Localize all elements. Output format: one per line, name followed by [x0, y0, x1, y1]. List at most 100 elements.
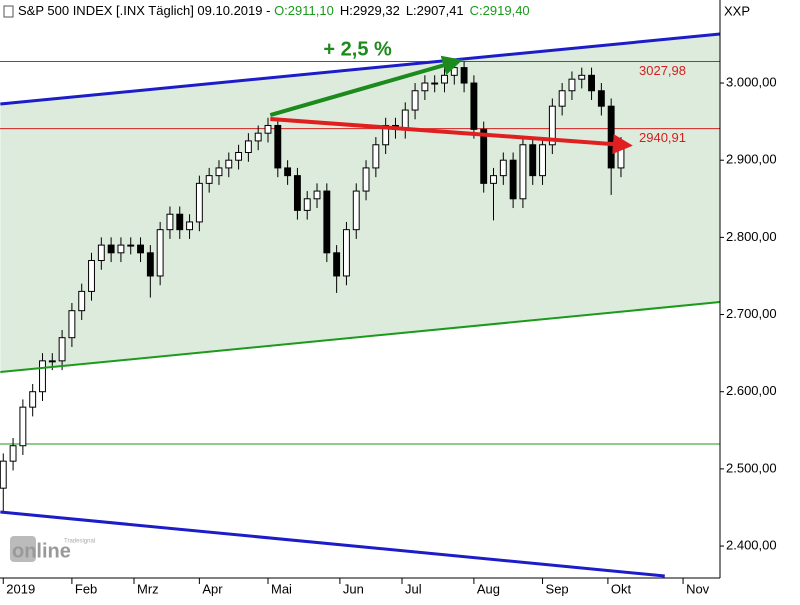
candle-body [568, 78, 576, 92]
trendline [0, 301, 721, 374]
y-tick-label: 2.900,00 [726, 152, 777, 167]
x-tick-label: Jul [405, 581, 422, 596]
candle-body [274, 124, 282, 169]
arrow [269, 55, 463, 117]
candle-body [78, 290, 86, 312]
candle-body [460, 67, 468, 84]
candle-body [558, 90, 566, 107]
candle-body [411, 90, 419, 111]
x-tick-label: Feb [75, 581, 97, 596]
logo-small: Tradesignal [64, 539, 95, 545]
candle-body [293, 175, 301, 211]
candle-body [490, 175, 497, 184]
candle-body [0, 460, 7, 489]
channel-fill [0, 34, 720, 373]
candle-body [509, 159, 517, 200]
candle-body [166, 213, 174, 231]
candle-body [450, 67, 458, 76]
price-label: 2940,91 [639, 130, 686, 145]
quote-label: O:2911,10 [274, 3, 334, 18]
candle-body [529, 144, 537, 177]
quote-label: H:2929,32 [340, 3, 400, 18]
candle-body [205, 175, 213, 184]
candle-body [421, 82, 429, 92]
candle-body [342, 229, 350, 277]
y-tick-label: 2.800,00 [726, 229, 777, 244]
candle-body [176, 213, 184, 231]
candle-body [548, 105, 556, 146]
candle-body [578, 74, 586, 80]
candle-body [519, 144, 527, 200]
candle-body [235, 151, 243, 161]
x-tick-label: 2019 [6, 581, 35, 596]
x-tick-label: Mrz [137, 581, 159, 596]
candle-body [617, 144, 625, 169]
y-tick-label: 2.400,00 [726, 537, 777, 552]
header-bar [0, 0, 720, 22]
candle-body [127, 244, 135, 247]
arrow [270, 117, 633, 155]
candle-body [372, 144, 380, 169]
candle-body [333, 252, 341, 277]
candle-body [401, 109, 409, 130]
candle-body [313, 190, 321, 200]
x-tick-label: Jun [343, 581, 364, 596]
candle-body [303, 198, 311, 211]
candle-body [225, 159, 233, 169]
logo-text: online [12, 540, 71, 562]
candle-body [137, 244, 144, 254]
candle-body [284, 167, 292, 177]
candle-body [323, 190, 331, 254]
x-tick-label: Aug [477, 581, 500, 596]
quote-label: L:2907,41 [406, 3, 464, 18]
candle-body [107, 244, 115, 254]
candle-body [58, 337, 66, 362]
candle-body [146, 252, 154, 277]
candle-body [88, 260, 95, 292]
trendline [0, 32, 721, 106]
candle-body [215, 167, 223, 177]
header-icon [3, 5, 14, 18]
y-tick-label: 3.000,00 [726, 74, 777, 89]
candle-body [244, 140, 252, 153]
candle-body [607, 105, 615, 169]
price-label: 3027,98 [639, 63, 686, 78]
plot-area [0, 32, 721, 578]
candle-body [362, 167, 370, 192]
x-tick-label: Apr [202, 581, 223, 596]
x-tick-label: Okt [611, 581, 632, 596]
candle-body [441, 74, 448, 84]
candle-body [195, 182, 203, 223]
candle-body [39, 360, 46, 393]
candle-body [588, 74, 595, 92]
candle-body [9, 445, 17, 462]
x-tick-label: Mai [271, 581, 292, 596]
candle-body [97, 244, 105, 262]
candle-body [48, 360, 56, 363]
candle-body [431, 82, 439, 85]
y-tick-label: 2.600,00 [726, 383, 777, 398]
y-tick-label: 2.700,00 [726, 306, 777, 321]
candle-body [480, 128, 488, 184]
candle-body [499, 159, 507, 177]
quote-label: C:2919,40 [470, 3, 530, 18]
candle-body [186, 221, 194, 231]
candle-body [254, 132, 262, 142]
candle-body [597, 90, 605, 107]
trendline [0, 510, 665, 578]
candle-body [19, 406, 27, 447]
logo-box [10, 536, 36, 562]
arrow-label: + 2,5 % [323, 38, 392, 60]
candle-body [68, 310, 76, 339]
symbol: XXP [724, 3, 750, 18]
candle-body [470, 82, 478, 130]
candle-body [117, 244, 125, 254]
candle-body [539, 144, 546, 177]
candle-body [264, 124, 272, 134]
candle-body [352, 190, 360, 231]
y-tick-label: 2.500,00 [726, 460, 777, 475]
x-tick-label: Sep [546, 581, 569, 596]
